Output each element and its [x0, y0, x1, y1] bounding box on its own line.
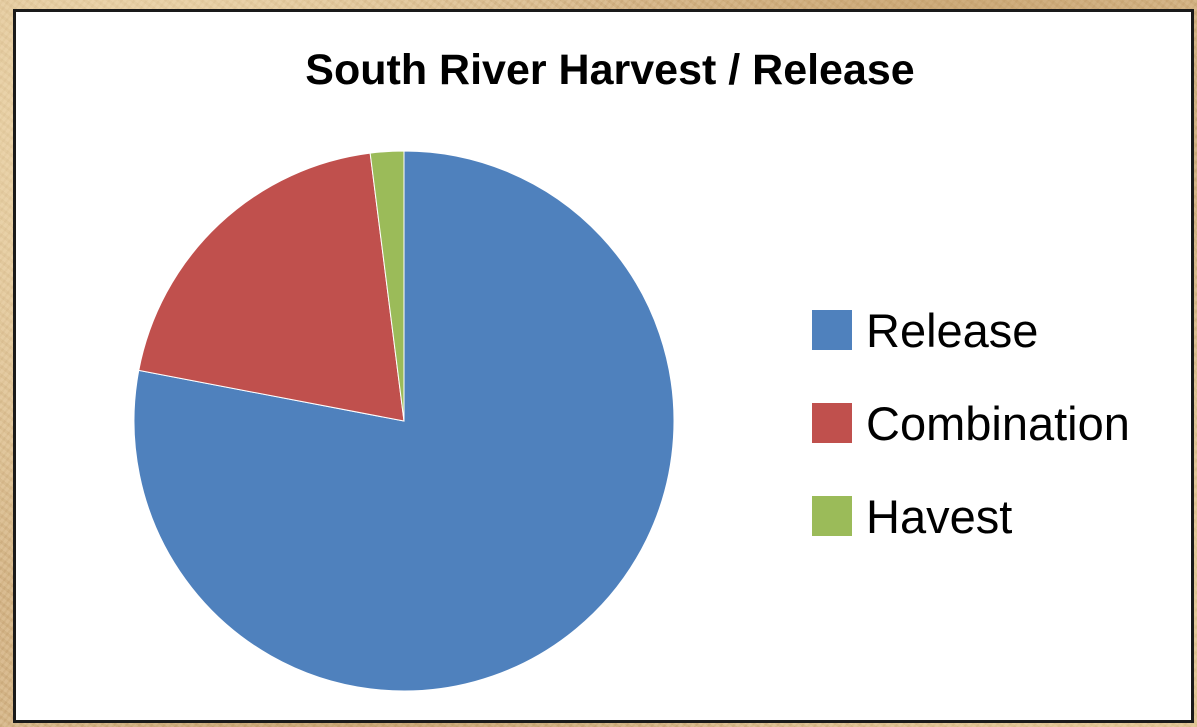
legend-item-release: Release	[812, 299, 1192, 361]
legend-label-havest: Havest	[866, 489, 1013, 543]
chart-title: South River Harvest / Release	[305, 46, 915, 94]
legend-item-combination: Combination	[812, 392, 1192, 454]
legend-item-havest: Havest	[812, 485, 1192, 547]
legend-label-combination: Combination	[866, 396, 1130, 450]
legend-swatch-release	[812, 310, 852, 350]
pie-slice-combination	[138, 152, 405, 422]
legend-swatch-havest	[812, 496, 852, 536]
legend-label-release: Release	[866, 303, 1039, 357]
legend-swatch-combination	[812, 403, 852, 443]
pie-slice-havest	[369, 150, 405, 422]
chart-legend: Release Combination Havest	[812, 299, 1192, 547]
